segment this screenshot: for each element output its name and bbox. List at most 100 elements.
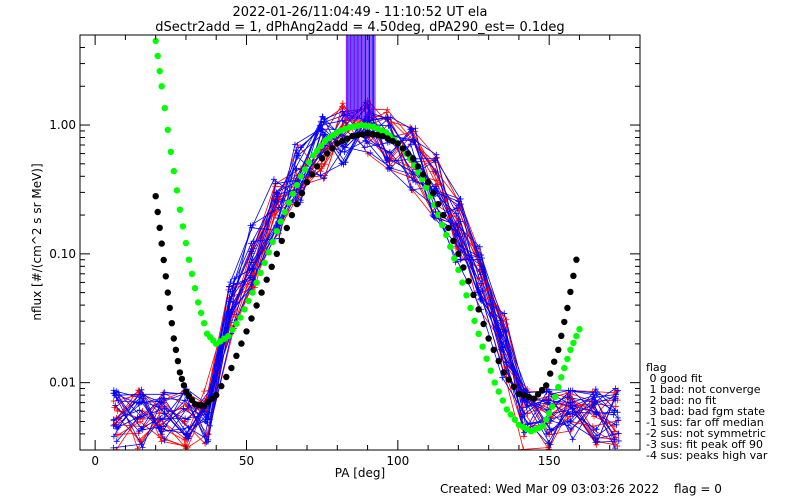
black-curve-point: [174, 357, 182, 365]
green-curve-point: [451, 255, 458, 262]
black-curve-point: [233, 352, 240, 359]
black-curve-point: [515, 390, 523, 397]
measurement-marker: [613, 421, 620, 428]
chart-title: 2022-01-26/11:04:49 - 11:10:52 UT ela: [233, 5, 488, 20]
measurement-marker: [521, 410, 528, 417]
y-axis-label: nflux [#/(cm^2 s sr MeV)]: [30, 163, 44, 320]
measurement-marker: [275, 204, 282, 211]
measurement-marker: [110, 422, 117, 429]
green-curve-point: [576, 326, 583, 333]
plot-frame: [79, 34, 641, 451]
created-timestamp: Created: Wed Mar 09 03:03:26 2022: [440, 482, 659, 496]
black-curve-point: [344, 135, 351, 142]
measurement-marker: [457, 256, 464, 263]
measurement-marker: [520, 446, 527, 450]
measurement-marker: [339, 143, 346, 150]
black-curve-point: [500, 369, 507, 376]
measurement-marker: [432, 157, 439, 164]
axis-ticks: 0 50 100 150 0.01 0.10 1.00: [49, 34, 640, 468]
green-curve-point: [511, 416, 519, 423]
measurement-marker: [433, 151, 440, 158]
green-curve-point: [499, 397, 506, 404]
measurement-marker: [342, 117, 349, 124]
measurement-marker: [319, 131, 326, 138]
green-curve-point: [555, 383, 562, 391]
measurement-marker: [185, 402, 192, 409]
black-curve-point: [475, 306, 482, 313]
flag-value: flag = 0: [674, 482, 722, 496]
green-curve-point: [281, 208, 288, 216]
flag-legend-item: -1 sus: far off median: [646, 416, 764, 429]
black-curve-point: [154, 208, 161, 216]
black-curve-point: [414, 163, 422, 170]
x-tick-label: 50: [239, 454, 254, 468]
measurement-marker: [475, 289, 482, 296]
black-curve-point: [564, 304, 571, 312]
green-curve-point: [152, 37, 159, 45]
measurement-marker: [201, 388, 208, 395]
measurement-marker: [452, 226, 459, 233]
black-curve-point: [455, 250, 462, 257]
black-curve-point: [495, 357, 502, 365]
green-curve-point: [273, 228, 280, 235]
measurement-marker: [293, 147, 300, 154]
black-curve-point: [238, 340, 245, 347]
flag-legend-item: -4 sus: peaks high var: [646, 449, 768, 462]
measurement-marker: [201, 408, 208, 415]
y-tick-label: 0.10: [49, 247, 76, 261]
measurement-marker: [455, 202, 462, 209]
green-curve-point: [567, 346, 574, 353]
black-curve-point: [334, 140, 341, 147]
measurement-marker: [588, 402, 595, 409]
black-curve-point: [394, 140, 401, 147]
measurement-marker: [295, 152, 302, 159]
measurement-marker: [433, 177, 440, 184]
green-curve-point: [479, 343, 486, 350]
measurement-marker: [409, 177, 416, 184]
green-curve-point: [179, 223, 187, 230]
measurement-marker: [432, 168, 439, 175]
measurement-marker: [383, 109, 390, 116]
flag-legend-item: -2 sus: not symmetric: [646, 427, 766, 440]
black-curve-point: [530, 395, 538, 402]
measurement-marker: [185, 435, 192, 442]
chart-subtitle: dSectr2add = 1, dPhAng2add = 4.50deg, dP…: [155, 20, 564, 35]
measurement-marker: [110, 433, 117, 440]
green-curve-point: [435, 211, 442, 219]
measurement-marker: [160, 423, 167, 430]
measurement-marker: [614, 409, 621, 416]
green-curve-point: [277, 218, 284, 225]
green-curve-point: [561, 364, 568, 372]
measurement-line: [113, 116, 615, 437]
black-curve-point: [480, 320, 487, 328]
measurement-marker: [138, 386, 145, 393]
green-curve-point: [237, 314, 244, 321]
green-curve-point: [261, 259, 268, 267]
measurement-marker: [274, 191, 281, 198]
measurement-marker: [161, 437, 168, 444]
green-curve-point: [483, 355, 490, 362]
measurement-marker: [367, 149, 374, 156]
green-curve-point: [191, 285, 199, 292]
measurement-marker: [340, 161, 347, 168]
black-curve-point: [308, 171, 316, 178]
measurement-marker: [362, 137, 369, 144]
black-curve-point: [156, 224, 163, 231]
black-curve-point: [293, 200, 301, 208]
black-curve-point: [525, 393, 533, 401]
measurement-marker: [610, 431, 617, 438]
green-curve-point: [491, 379, 498, 386]
measurement-marker: [320, 175, 327, 182]
black-curve-point: [288, 211, 296, 219]
measurement-marker: [297, 197, 304, 204]
measurement-marker: [160, 391, 167, 398]
measurement-marker: [156, 410, 163, 417]
measurement-marker: [161, 405, 168, 412]
flag-legend-item: 2 bad: no fit: [646, 394, 717, 407]
measurement-marker: [158, 394, 165, 401]
measurement-marker: [297, 144, 304, 151]
measurement-marker: [114, 407, 121, 414]
measurement-marker: [547, 441, 554, 448]
measurement-marker: [155, 425, 162, 432]
measurement-marker: [247, 274, 254, 281]
